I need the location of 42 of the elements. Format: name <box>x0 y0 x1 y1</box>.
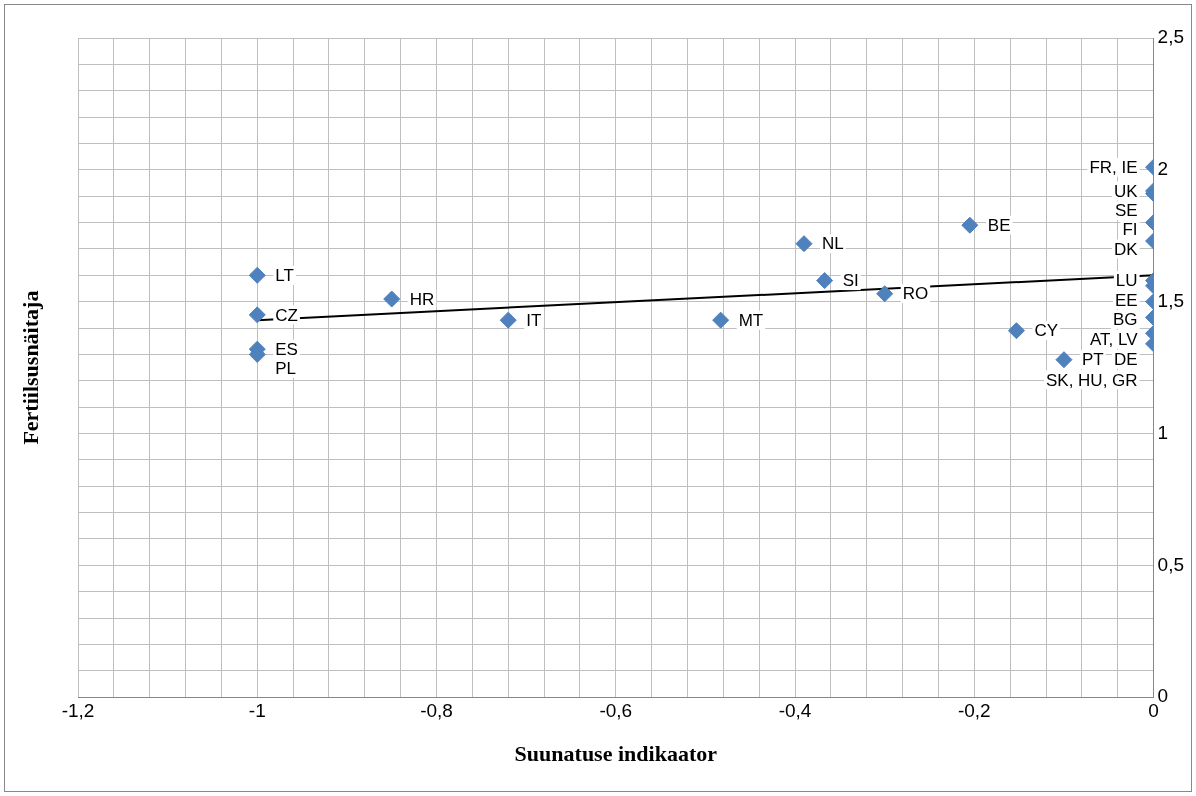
annotation: RO <box>902 284 929 304</box>
annotation: SE <box>1114 201 1138 221</box>
annotation: LT <box>275 266 294 285</box>
annotation: PT <box>1081 350 1104 370</box>
annotation: CY <box>1034 321 1059 341</box>
y-tick-label: 2,5 <box>1157 26 1185 48</box>
x-tick-label: -0,6 <box>599 699 633 721</box>
point <box>248 306 266 324</box>
annotation: MT <box>738 310 764 330</box>
annotation: FR, IE <box>1089 157 1138 177</box>
annotation: IT <box>526 310 542 330</box>
x-tick-label: -0,8 <box>420 699 453 721</box>
annotation: FI <box>1122 220 1138 240</box>
y-tick-label: 1,5 <box>1157 289 1185 311</box>
x-tick-label: -1 <box>248 699 266 721</box>
point <box>499 311 517 329</box>
y-tick-label: 1 <box>1157 421 1169 443</box>
y-tick-label: 0,5 <box>1157 553 1185 575</box>
x-tick-label: -0,2 <box>957 699 991 721</box>
point <box>383 290 401 308</box>
x-tick-label: -0,4 <box>778 699 812 721</box>
annotation: SK, HU, GR <box>1045 370 1138 390</box>
annotation: LU <box>1115 271 1138 291</box>
point <box>248 266 266 284</box>
annotation: PL <box>275 359 297 379</box>
annotation: ES <box>275 339 298 359</box>
annotation: EE <box>1114 290 1138 310</box>
y-tick-label: 2 <box>1157 158 1169 180</box>
annotation: DK <box>1113 239 1139 259</box>
annotation: CZ <box>275 305 298 325</box>
annotation: SI <box>842 271 859 291</box>
annotation: BE <box>987 215 1011 235</box>
annotation: BG <box>1113 310 1138 330</box>
annotation: DE <box>1113 350 1138 370</box>
y-axis-title: Fertiilsusnäitaja <box>17 290 43 445</box>
x-tick-label: -1,2 <box>61 699 95 721</box>
annotation: NL <box>822 234 844 254</box>
y-tick-label: 0 <box>1157 685 1169 707</box>
annotation: HR <box>409 289 435 309</box>
annotation: AT, LV <box>1090 330 1139 350</box>
annotation: UK <box>1113 181 1139 201</box>
x-axis-title: Suunatuse indikaator <box>514 740 718 766</box>
